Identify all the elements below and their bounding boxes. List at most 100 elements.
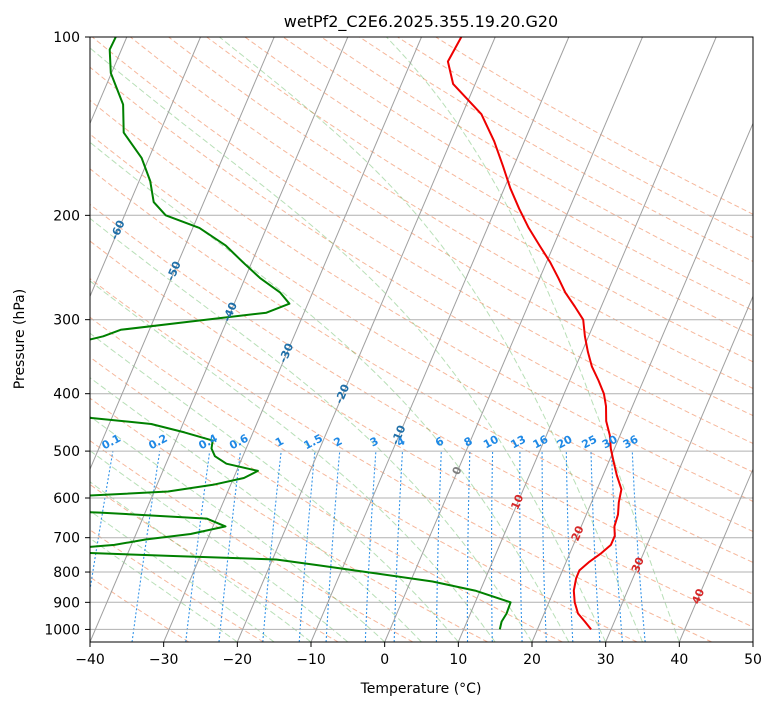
- moist-adiabat-line: [90, 332, 459, 642]
- mixing-ratio-label: 8: [462, 434, 475, 449]
- y-tick-label: 300: [53, 313, 80, 329]
- isotherm-label: -70: [52, 177, 72, 201]
- isotherm-line: [163, 37, 422, 642]
- dry-adiabat-line: [168, 37, 753, 389]
- x-tick-label: 50: [744, 652, 762, 668]
- x-tick-label: 40: [670, 652, 688, 668]
- mixing-ratio-label: 3: [368, 434, 381, 449]
- x-tick-label: 10: [449, 652, 467, 668]
- mixing-ratio-label: 0.6: [227, 432, 251, 453]
- moist-adiabat-line: [90, 217, 533, 642]
- isotherm-label: -60: [108, 218, 128, 242]
- isotherm-line: [384, 37, 643, 642]
- mixing-ratio-line: [218, 451, 242, 642]
- moist-adiabat-line: [90, 537, 238, 642]
- y-tick-label: 900: [53, 595, 80, 611]
- dry-adiabat-line: [90, 99, 753, 502]
- y-tick-label: 1000: [44, 622, 80, 638]
- moist-adiabat-line: [90, 415, 386, 642]
- dry-adiabat-line: [359, 37, 753, 263]
- dry-adiabat-line: [90, 133, 753, 533]
- dry-adiabat-line: [90, 278, 712, 642]
- y-tick-label: 200: [53, 208, 80, 224]
- isotherm-line: [752, 640, 753, 642]
- y-tick-label: 400: [53, 387, 80, 403]
- sounding-traces: [90, 37, 623, 631]
- dry-adiabat-line: [90, 203, 753, 595]
- isotherm-label: 40: [689, 586, 707, 605]
- x-tick-label: −30: [149, 652, 179, 668]
- isotherm-line: [531, 122, 753, 642]
- dry-adiabat-line: [90, 168, 753, 563]
- dry-adiabat-line: [90, 576, 190, 642]
- dry-adiabat-line: [91, 37, 753, 445]
- mixing-ratio-labels: 0.1 0.2 0.4 0.6 1 1.5 2 3 4 6 8 10 13 16 20 25 30 36: [100, 432, 641, 453]
- mixing-ratio-lines: [90, 451, 646, 642]
- dry-adiabats: [90, 37, 753, 642]
- isotherm-line: [90, 37, 201, 298]
- mixing-ratio-label: 6: [433, 434, 446, 449]
- mixing-ratio-line: [262, 451, 282, 642]
- mixing-ratio-label: 0.2: [146, 432, 169, 453]
- mixing-ratio-label: 0.1: [100, 432, 123, 453]
- mixing-ratio-label: 36: [621, 433, 641, 452]
- y-tick-label: 600: [53, 491, 80, 507]
- moist-adiabats: [90, 37, 680, 642]
- dry-adiabat-line: [90, 240, 753, 628]
- isotherm-label: -80: [0, 136, 15, 160]
- dry-adiabat-line: [244, 37, 753, 337]
- x-axis-label: Temperature (°C): [360, 681, 482, 697]
- moist-adiabat-line: [90, 510, 275, 642]
- mixing-ratio-label: 1: [273, 434, 286, 449]
- isotherm-line: [90, 37, 349, 642]
- dry-adiabat-line: [90, 316, 638, 642]
- mixing-ratio-label: 10: [481, 433, 501, 452]
- isotherm-label: 20: [569, 524, 587, 543]
- moist-adiabat-line: [90, 450, 349, 642]
- dry-adiabat-line: [90, 483, 339, 642]
- mixing-ratio-line: [490, 451, 494, 642]
- dry-adiabat-line: [90, 529, 264, 642]
- mixing-ratio-line: [364, 451, 377, 642]
- dry-adiabat-line: [206, 37, 753, 363]
- x-tick-label: −20: [223, 652, 253, 668]
- dry-adiabat-line: [90, 66, 753, 473]
- mixing-ratio-line: [185, 451, 211, 642]
- mixing-ratio-label: 4: [394, 434, 407, 449]
- isotherm-line: [90, 37, 275, 471]
- isotherm-gridlines: [90, 37, 753, 642]
- moist-adiabat-line: [386, 37, 680, 642]
- isotherm-line: [236, 37, 496, 642]
- moist-adiabat-line: [219, 37, 643, 642]
- mixing-ratio-label: 1.5: [302, 432, 325, 453]
- moist-adiabat-line: [90, 47, 607, 642]
- dry-adiabat-line: [90, 356, 563, 642]
- x-tick-label: 30: [597, 652, 615, 668]
- y-axis-ticks: 100 200 300 400 500 600 700 800 900 1000: [44, 30, 90, 638]
- isotherm-label: 10: [508, 492, 526, 511]
- isotherm-label: 0: [450, 464, 465, 476]
- isotherm-line: [457, 37, 717, 642]
- chart-title: wetPf2_C2E6.2025.355.19.20.G20: [284, 12, 558, 32]
- moist-adiabat-line: [90, 141, 570, 642]
- dewpoint-trace: [90, 37, 512, 630]
- mixing-ratio-label: 30: [600, 433, 620, 452]
- y-tick-label: 500: [53, 444, 80, 460]
- dry-adiabat-line: [282, 37, 753, 312]
- isotherm-line: [605, 295, 753, 642]
- mixing-ratio-line: [565, 451, 574, 642]
- moist-adiabat-line: [90, 280, 496, 642]
- mixing-ratio-line: [435, 451, 442, 642]
- x-tick-label: 0: [380, 652, 389, 668]
- plot-frame: [89, 36, 754, 643]
- temperature-trace: [446, 37, 623, 631]
- mixing-ratio-label: 25: [580, 433, 600, 452]
- x-tick-label: −10: [296, 652, 326, 668]
- isotherm-label: -20: [333, 382, 353, 406]
- mixing-ratio-line: [298, 451, 316, 642]
- x-axis-ticks: −40 −30 −20 −10 0 10 20 30 40 50: [75, 642, 762, 668]
- x-tick-label: 20: [523, 652, 541, 668]
- y-tick-label: 100: [53, 30, 80, 46]
- isotherm-line: [678, 467, 753, 642]
- x-tick-label: −40: [75, 652, 105, 668]
